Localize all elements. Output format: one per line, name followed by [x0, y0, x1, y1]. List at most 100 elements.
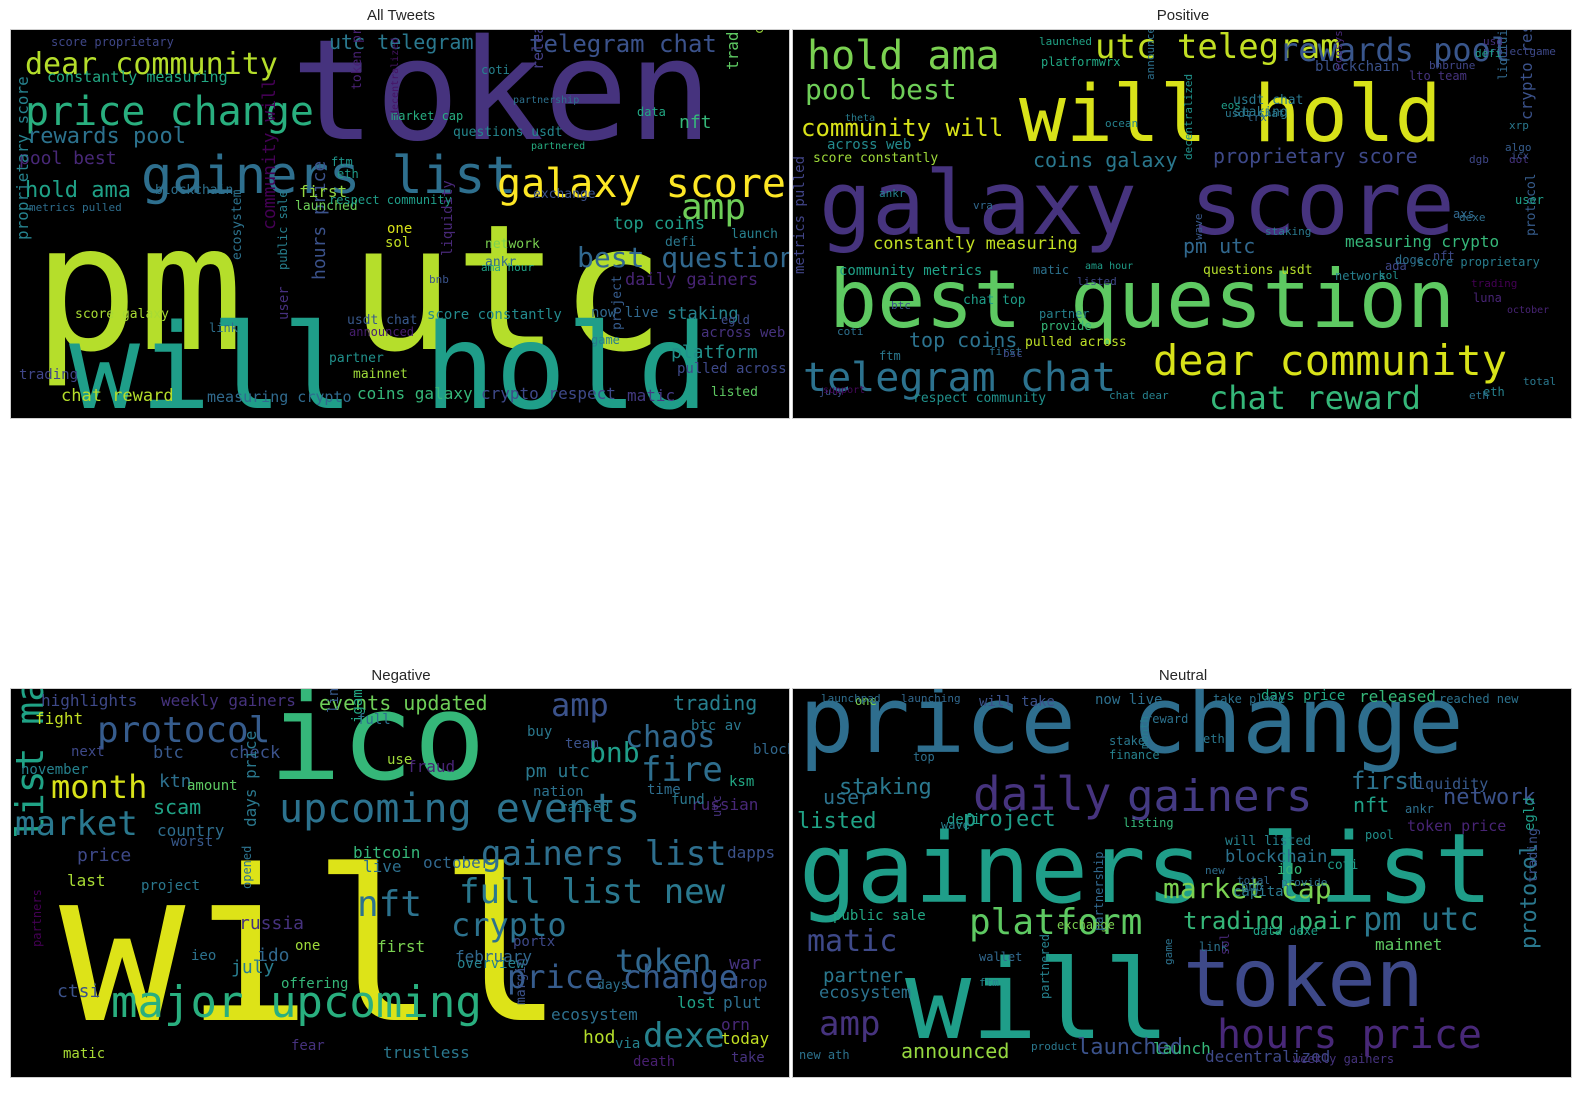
cloud-word: bsc [1003, 347, 1023, 360]
cloud-word: will [905, 936, 1170, 1064]
cloud-word: wave [1192, 213, 1205, 241]
cloud-word: pm utc [1183, 234, 1256, 258]
cloud-word: worst [171, 834, 214, 850]
cloud-word: top coins [909, 328, 1018, 352]
cloud-word: fight [35, 709, 84, 728]
cloud-word: price [77, 845, 132, 866]
cloud-word: community will [801, 114, 1004, 142]
cloud-word: rewards pool [1279, 31, 1511, 69]
word-cloud-all-tweets: pm utc token will hold gainers list price ch… [10, 29, 790, 419]
cloud-word: amp [681, 187, 747, 228]
cloud-word: nft [1353, 793, 1390, 817]
cloud-word: amp [551, 688, 609, 724]
cloud-word: partnered [1038, 933, 1052, 999]
cloud-word: ktn [159, 771, 192, 792]
cloud-word: will [59, 825, 565, 1070]
cloud-word: wave [941, 818, 970, 832]
cloud-word: take [731, 1050, 765, 1066]
cloud-word: launch [731, 227, 778, 242]
cloud-word: announced [901, 1039, 1010, 1063]
cloud-word: stake [1109, 734, 1146, 748]
cloud-word: upcoming events [279, 786, 641, 832]
cloud-word: now live [1095, 692, 1163, 708]
cloud-word: defi [665, 235, 697, 250]
cloud-word: egld [721, 313, 750, 327]
cloud-word: bnb [589, 736, 640, 769]
panel-title-negative: Negative [371, 667, 431, 684]
cloud-word: proprietary score [1213, 144, 1418, 168]
cloud-word: pulled across [677, 361, 787, 377]
cloud-word: full list new [459, 872, 726, 912]
cloud-word: egld [1522, 797, 1538, 831]
cloud-word: ftm [331, 155, 353, 169]
cloud-word: month [1138, 715, 1151, 749]
cloud-word: partner [329, 351, 384, 366]
cloud-word: liquidity [440, 180, 456, 256]
cloud-word: scam [153, 795, 202, 819]
cloud-word: support [823, 385, 866, 396]
cloud-word: project [610, 275, 625, 330]
cloud-word: proprietary score [13, 76, 32, 240]
cloud-word: team [565, 736, 599, 752]
cloud-word: eth [1469, 389, 1489, 402]
cloud-word: launch [1153, 1039, 1211, 1058]
cloud-word: partner [1039, 307, 1090, 321]
cloud-word: one [295, 938, 321, 954]
cloud-word: network [1443, 785, 1536, 810]
cloud-word: days price [241, 730, 260, 827]
cloud-word: liquidity [1407, 775, 1489, 793]
cloud-word: project [963, 807, 1056, 832]
cloud-word: usd [1483, 35, 1503, 48]
cloud-word: provide [1281, 876, 1328, 889]
cloud-word: pool best [805, 73, 957, 106]
cloud-word: decentralized [390, 37, 401, 116]
cloud-word: ecosystem [551, 1005, 638, 1024]
cloud-word: dear community [1153, 336, 1508, 385]
cloud-word: chaos [625, 720, 716, 755]
cloud-word: icx [1511, 151, 1530, 162]
cloud-word: check [229, 743, 281, 763]
cloud-word: vra [973, 199, 993, 212]
cloud-word: july [819, 387, 844, 398]
cloud-word: community metrics [839, 263, 983, 279]
cloud-word: utc [710, 795, 724, 817]
cloud-word: dexe [643, 1016, 725, 1056]
cloud-word: trading [673, 691, 758, 715]
cloud-word: will take [979, 694, 1055, 710]
cloud-word: usdt chat [1233, 93, 1304, 108]
cloud-word: btc av [691, 718, 742, 734]
cloud-word: released [1359, 688, 1437, 706]
cloud-word: death [633, 1054, 676, 1070]
cloud-word: user [276, 286, 292, 320]
cloud-word: galaxy score [819, 152, 1455, 255]
cloud-word: score proprietary [1417, 255, 1540, 269]
cloud-word: market [15, 804, 138, 844]
cloud-word: sol [1218, 933, 1232, 955]
cloud-word: october [423, 853, 491, 872]
cloud-word: questions usdt [453, 125, 563, 140]
cloud-word: launched [295, 199, 358, 214]
cloud-word: capital [1233, 884, 1293, 900]
cloud-word: wallet [979, 950, 1023, 964]
cloud-word: november [21, 762, 89, 778]
cloud-word: score constantly [427, 307, 562, 323]
cloud-word: war [729, 953, 762, 974]
cloud-word: eth [337, 167, 359, 181]
cloud-word: pool [1365, 828, 1394, 842]
cloud-word: hours price [309, 160, 330, 280]
cloud-word: trading [19, 367, 79, 383]
cloud-word: coti [481, 63, 510, 77]
cloud-word: partners [30, 889, 44, 947]
cloud-word: provide [1041, 319, 1092, 333]
cloud-word: dear community [25, 47, 278, 82]
cloud-word: eth [1203, 732, 1225, 746]
cloud-word: new [1205, 864, 1225, 877]
cloud-word: luna [1473, 291, 1502, 305]
cloud-word: days price [1261, 688, 1346, 704]
cloud-word: telegram chat [529, 30, 717, 58]
cloud-word: platform [671, 342, 758, 363]
cloud-word: july [231, 957, 275, 978]
cloud-word: lost [677, 993, 716, 1012]
cloud-word: hold ama [807, 33, 1000, 79]
cloud-word: ksm [729, 774, 755, 790]
